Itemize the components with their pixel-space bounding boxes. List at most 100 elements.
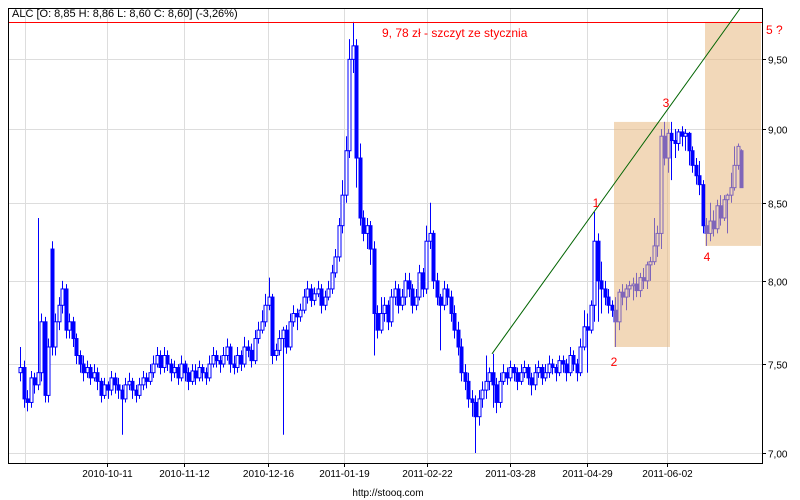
- candle-body-down: [610, 304, 615, 311]
- candle-body-down: [319, 288, 324, 306]
- x-tick-label: 2011-06-02: [642, 469, 693, 480]
- highlight-box: [705, 21, 761, 246]
- candle-body-up: [274, 349, 279, 357]
- candle-body-down: [165, 355, 170, 365]
- candle: [71, 316, 76, 347]
- candle-body-up: [256, 329, 261, 340]
- candle: [550, 358, 555, 375]
- candle: [515, 367, 520, 391]
- candle-body-up: [263, 304, 268, 323]
- candle: [372, 241, 377, 356]
- wave-label-2: 2: [611, 355, 618, 369]
- candle: [249, 343, 254, 368]
- candle-body-up: [340, 194, 345, 227]
- candle: [606, 288, 611, 314]
- y-axis-ticks: 9,50 9,00 8,50 8,00 7,50 7,00: [762, 56, 788, 461]
- candle-body-down: [354, 45, 359, 159]
- candle-body-up: [221, 355, 226, 365]
- candle: [494, 377, 499, 414]
- candle-body-up: [382, 304, 387, 315]
- y-tick-label: 8,50: [768, 200, 788, 211]
- candle-body-up: [253, 338, 258, 362]
- candle-body-up: [498, 380, 503, 403]
- candle: [508, 360, 513, 382]
- candle-body-up: [330, 272, 335, 290]
- candle: [326, 280, 331, 301]
- candle-body-up: [522, 367, 527, 374]
- candle-body-down: [459, 346, 464, 374]
- candle-body-down: [435, 280, 440, 298]
- candle: [50, 241, 55, 356]
- candle: [396, 284, 401, 314]
- candle-body-down: [466, 380, 471, 400]
- candle-body-up: [235, 355, 240, 369]
- candle: [53, 313, 58, 356]
- candle-body-up: [582, 326, 587, 348]
- candle: [113, 372, 118, 394]
- candle: [407, 272, 412, 298]
- candle: [466, 372, 471, 408]
- candle-body-up: [53, 321, 58, 348]
- candle: [585, 313, 590, 373]
- x-tick-label: 2011-02-22: [402, 469, 453, 480]
- candle: [358, 143, 363, 226]
- candle: [323, 290, 328, 311]
- gridlines: [9, 9, 762, 463]
- candle-body-down: [50, 248, 55, 348]
- candle-body-down: [368, 225, 373, 250]
- candle-body-down: [445, 288, 450, 298]
- candle: [354, 39, 359, 188]
- candle: [207, 355, 212, 382]
- candle: [148, 364, 153, 385]
- candle-body-down: [452, 313, 457, 331]
- candle-body-up: [312, 293, 317, 301]
- candle: [288, 313, 293, 351]
- candle-body-up: [347, 58, 352, 152]
- candle: [676, 129, 681, 151]
- candle-body-up: [46, 346, 51, 396]
- candle: [284, 325, 289, 354]
- footer-source: http://stooq.com: [352, 488, 423, 499]
- y-tick-label: 9,00: [768, 126, 788, 137]
- candle-body-up: [519, 372, 524, 382]
- candle: [547, 355, 552, 378]
- candle: [533, 364, 538, 391]
- candle: [256, 321, 261, 344]
- y-tick-label: 7,00: [768, 450, 788, 461]
- candle: [340, 180, 345, 234]
- candle: [694, 158, 699, 185]
- candle-body-down: [144, 377, 149, 382]
- candle-body-down: [214, 355, 219, 362]
- candle-body-down: [550, 363, 555, 369]
- candle: [424, 225, 429, 294]
- candle: [431, 230, 436, 289]
- candle-body-up: [137, 384, 142, 396]
- candle: [151, 355, 156, 378]
- candle: [473, 395, 478, 453]
- candle-body-up: [589, 304, 594, 331]
- candle-body-up: [298, 309, 303, 318]
- candle: [67, 313, 72, 339]
- candle-body-up: [67, 321, 72, 331]
- candle-body-down: [22, 367, 27, 400]
- candle: [123, 377, 128, 403]
- candle-body-up: [480, 389, 485, 400]
- candle: [235, 346, 240, 373]
- candle: [484, 355, 489, 399]
- candle-body-up: [557, 360, 562, 374]
- candle: [337, 217, 342, 262]
- candle-body-up: [242, 346, 247, 365]
- candle: [25, 390, 30, 412]
- candle-body-down: [74, 338, 79, 357]
- candle: [18, 346, 23, 382]
- candle: [389, 288, 394, 327]
- candle: [312, 287, 317, 306]
- candle-body-down: [697, 175, 702, 186]
- candle: [459, 338, 464, 382]
- candle: [522, 360, 527, 378]
- wave-label-1: 1: [593, 196, 600, 210]
- candle-body-up: [109, 377, 114, 391]
- candle-body-up: [501, 372, 506, 382]
- candle: [32, 372, 37, 394]
